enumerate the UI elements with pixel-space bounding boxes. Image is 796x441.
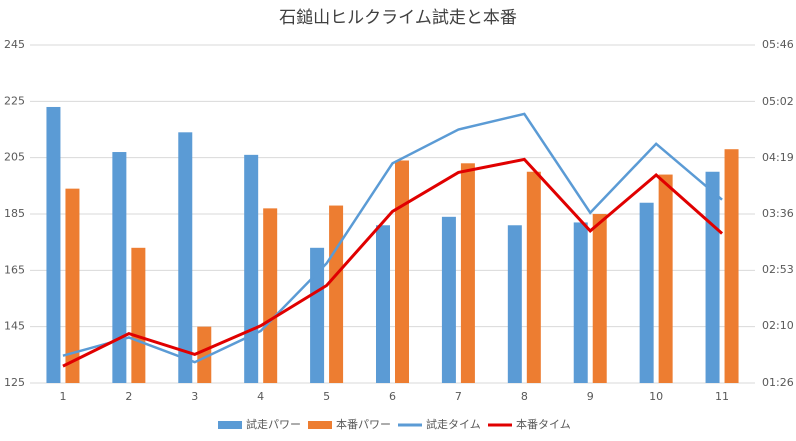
legend-swatch	[218, 421, 242, 429]
y2-tick-label: 05:46	[762, 38, 794, 51]
x-tick-label: 3	[191, 390, 198, 403]
y-tick-label: 205	[4, 151, 25, 164]
bar	[395, 160, 409, 383]
y2-tick-label: 02:10	[762, 319, 794, 332]
x-tick-label: 1	[59, 390, 66, 403]
bar	[376, 225, 390, 383]
legend-label: 本番タイム	[516, 417, 571, 431]
chart-title: 石鎚山ヒルクライム試走と本番	[279, 8, 517, 28]
y-tick-label: 145	[4, 320, 25, 333]
x-tick-label: 7	[455, 390, 462, 403]
y2-tick-label: 05:02	[762, 95, 794, 108]
line	[62, 157, 724, 368]
x-tick-label: 11	[715, 390, 729, 403]
bar	[592, 214, 607, 383]
bar	[658, 174, 673, 383]
y2-tick-label: 04:19	[762, 151, 794, 164]
x-tick-label: 5	[323, 390, 330, 403]
bar	[329, 205, 344, 383]
bar	[573, 222, 588, 383]
legend-swatch	[308, 421, 332, 429]
bar	[724, 149, 739, 383]
bar	[310, 247, 325, 383]
y-tick-label: 165	[4, 263, 25, 276]
legend-label: 本番パワー	[336, 417, 391, 431]
bar	[112, 152, 127, 383]
x-tick-label: 4	[257, 390, 264, 403]
y2-tick-label: 01:26	[762, 376, 794, 389]
bar	[263, 208, 278, 383]
bar	[244, 154, 259, 383]
bar	[460, 163, 475, 383]
bar	[639, 202, 654, 383]
y2-tick-label: 03:36	[762, 207, 794, 220]
x-tick-label: 9	[587, 390, 594, 403]
legend-label: 試走パワー	[246, 417, 301, 431]
line	[62, 112, 723, 364]
bar	[526, 171, 541, 383]
x-tick-label: 2	[125, 390, 132, 403]
y-tick-label: 245	[4, 38, 25, 51]
bar	[131, 247, 146, 383]
bar	[65, 188, 80, 383]
legend-label: 試走タイム	[426, 417, 481, 431]
bar	[507, 225, 522, 383]
x-tick-label: 10	[649, 390, 663, 403]
bar	[441, 216, 456, 383]
y-tick-label: 125	[4, 376, 25, 389]
bar	[46, 106, 61, 383]
y-tick-label: 185	[4, 207, 25, 220]
bar	[178, 132, 193, 383]
bar	[197, 326, 212, 383]
x-tick-label: 8	[521, 390, 528, 403]
bar	[705, 171, 720, 383]
y2-tick-label: 02:53	[762, 263, 794, 276]
x-tick-label: 6	[389, 390, 396, 403]
y-tick-label: 225	[4, 94, 25, 107]
